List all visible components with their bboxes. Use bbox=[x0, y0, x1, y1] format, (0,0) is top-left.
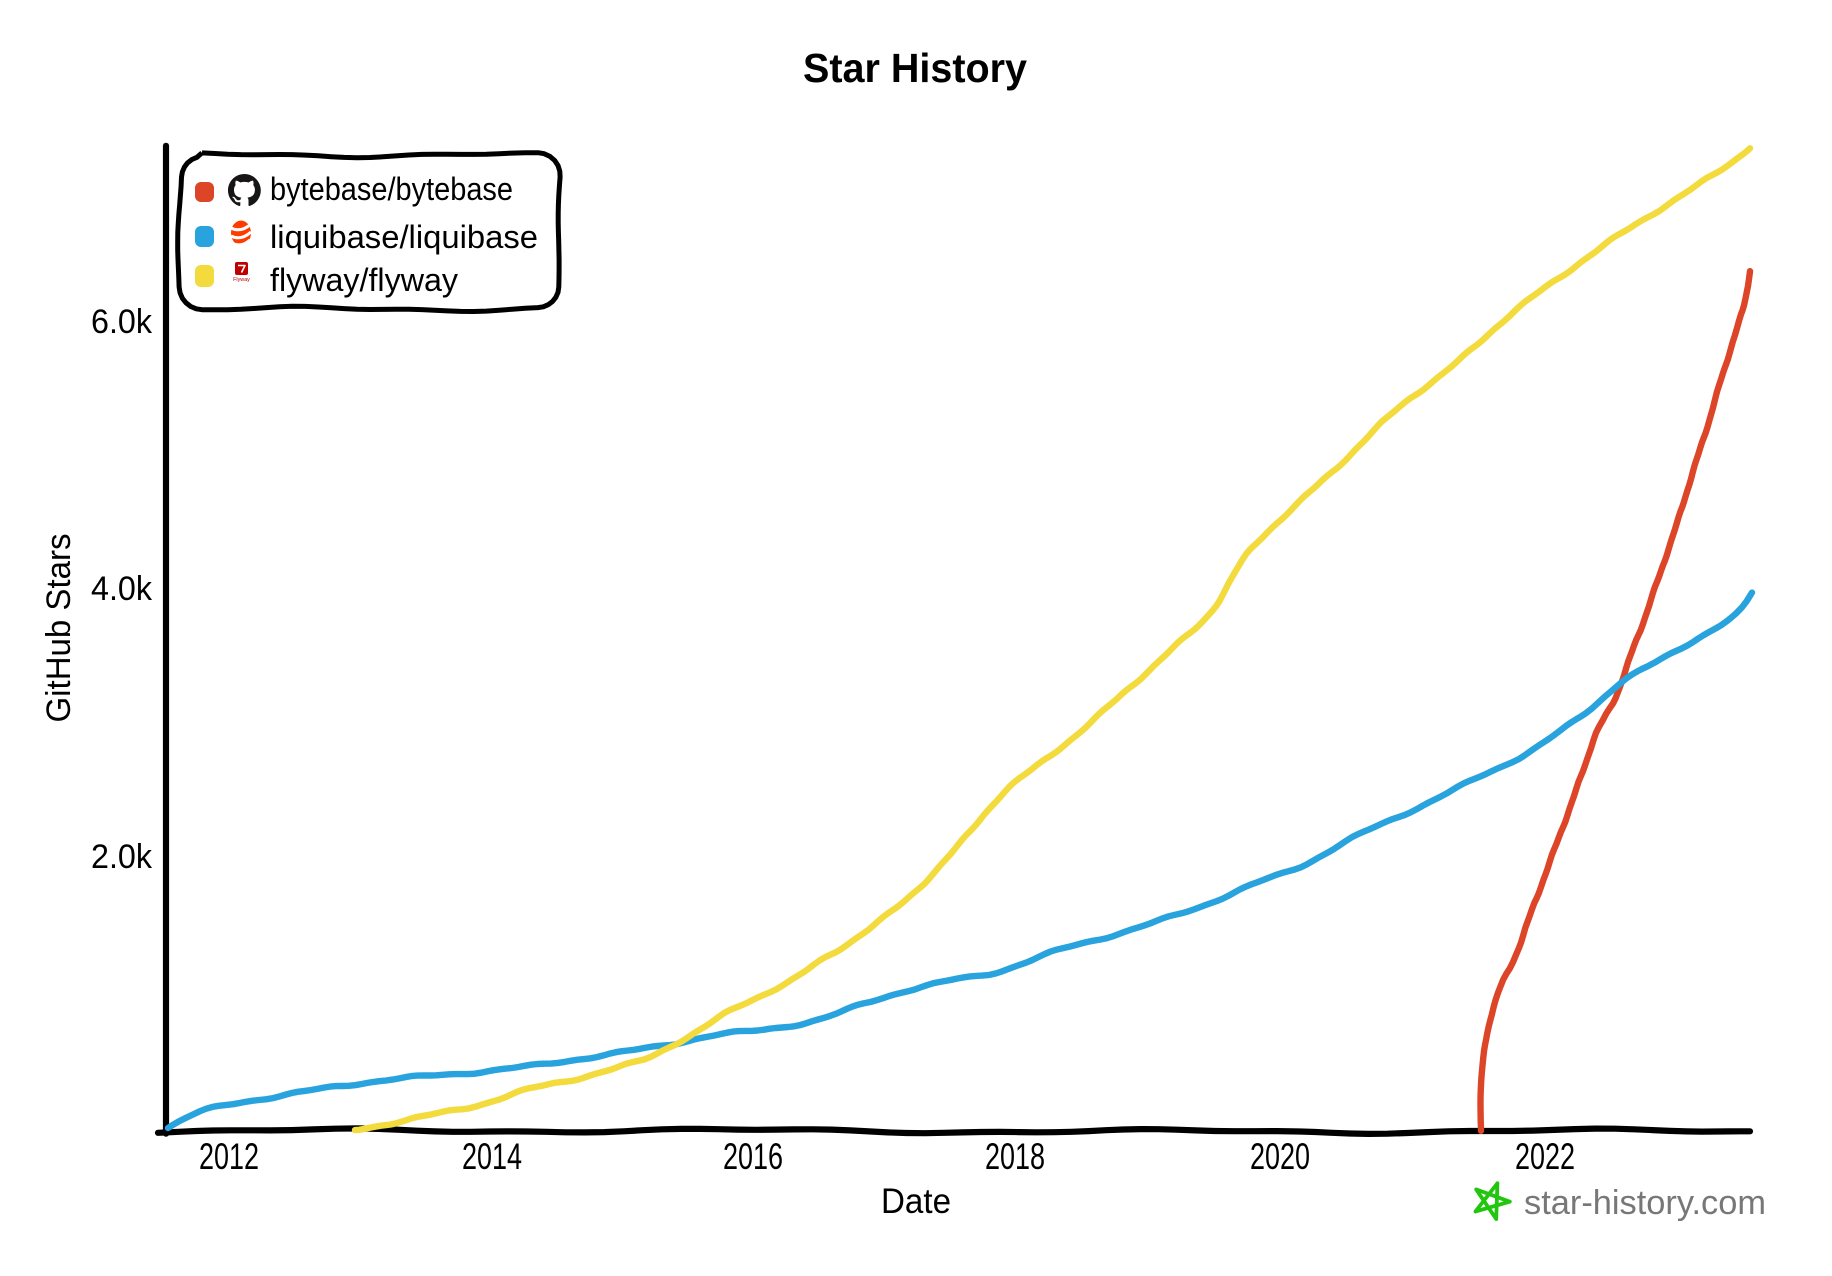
svg-text:GitHub Stars: GitHub Stars bbox=[40, 534, 78, 723]
svg-text:2018: 2018 bbox=[985, 1136, 1045, 1177]
svg-text:bytebase/bytebase: bytebase/bytebase bbox=[270, 171, 513, 207]
svg-text:Flyway: Flyway bbox=[233, 277, 250, 283]
svg-text:2.0k: 2.0k bbox=[91, 838, 153, 876]
svg-text:2014: 2014 bbox=[462, 1136, 522, 1177]
svg-text:Date: Date bbox=[881, 1182, 951, 1221]
svg-text:2022: 2022 bbox=[1515, 1136, 1575, 1177]
svg-text:liquibase/liquibase: liquibase/liquibase bbox=[270, 219, 538, 255]
svg-text:2016: 2016 bbox=[723, 1136, 783, 1177]
svg-text:4.0k: 4.0k bbox=[91, 570, 153, 608]
svg-text:Star History: Star History bbox=[803, 45, 1027, 91]
svg-text:2012: 2012 bbox=[199, 1136, 259, 1177]
svg-text:2020: 2020 bbox=[1250, 1136, 1310, 1177]
svg-text:flyway/flyway: flyway/flyway bbox=[270, 262, 458, 298]
svg-text:6.0k: 6.0k bbox=[91, 303, 153, 341]
svg-text:star-history.com: star-history.com bbox=[1524, 1184, 1766, 1222]
